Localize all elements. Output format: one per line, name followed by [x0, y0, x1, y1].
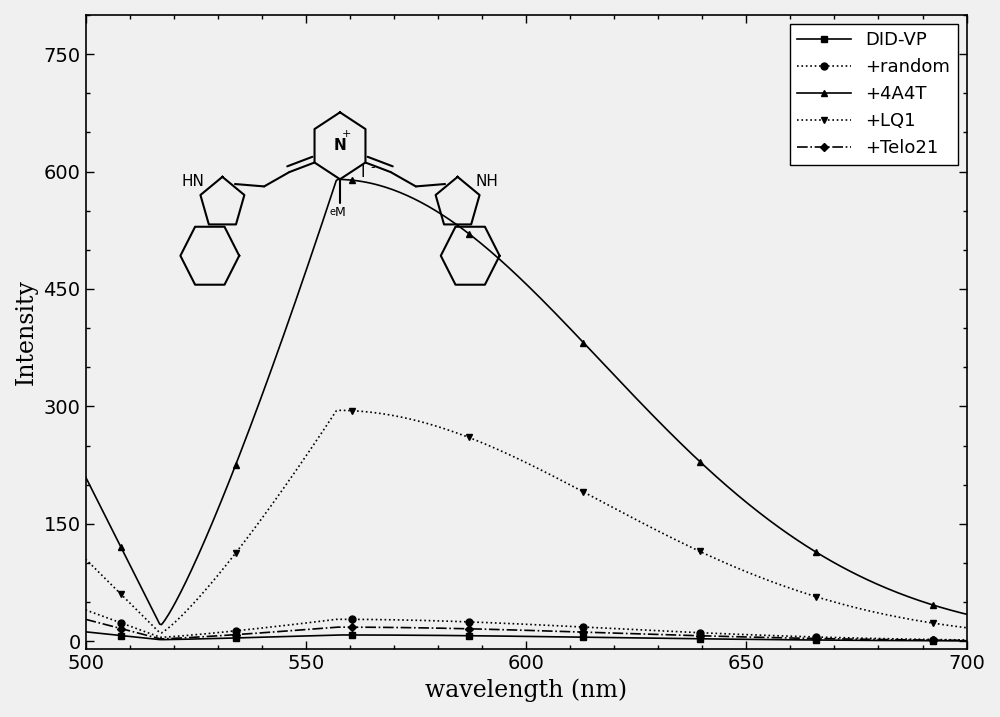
Text: I: I — [361, 165, 365, 179]
Text: -: - — [370, 161, 375, 174]
Text: HN: HN — [182, 174, 204, 189]
X-axis label: wavelength (nm): wavelength (nm) — [425, 678, 627, 702]
Legend: DID-VP, +random, +4A4T, +LQ1, +Telo21: DID-VP, +random, +4A4T, +LQ1, +Telo21 — [790, 24, 958, 165]
Text: N: N — [334, 138, 346, 153]
Text: M: M — [335, 206, 345, 219]
Text: e: e — [329, 206, 335, 217]
Text: +: + — [342, 129, 351, 139]
Y-axis label: Intensity: Intensity — [15, 279, 38, 385]
Text: NH: NH — [476, 174, 498, 189]
